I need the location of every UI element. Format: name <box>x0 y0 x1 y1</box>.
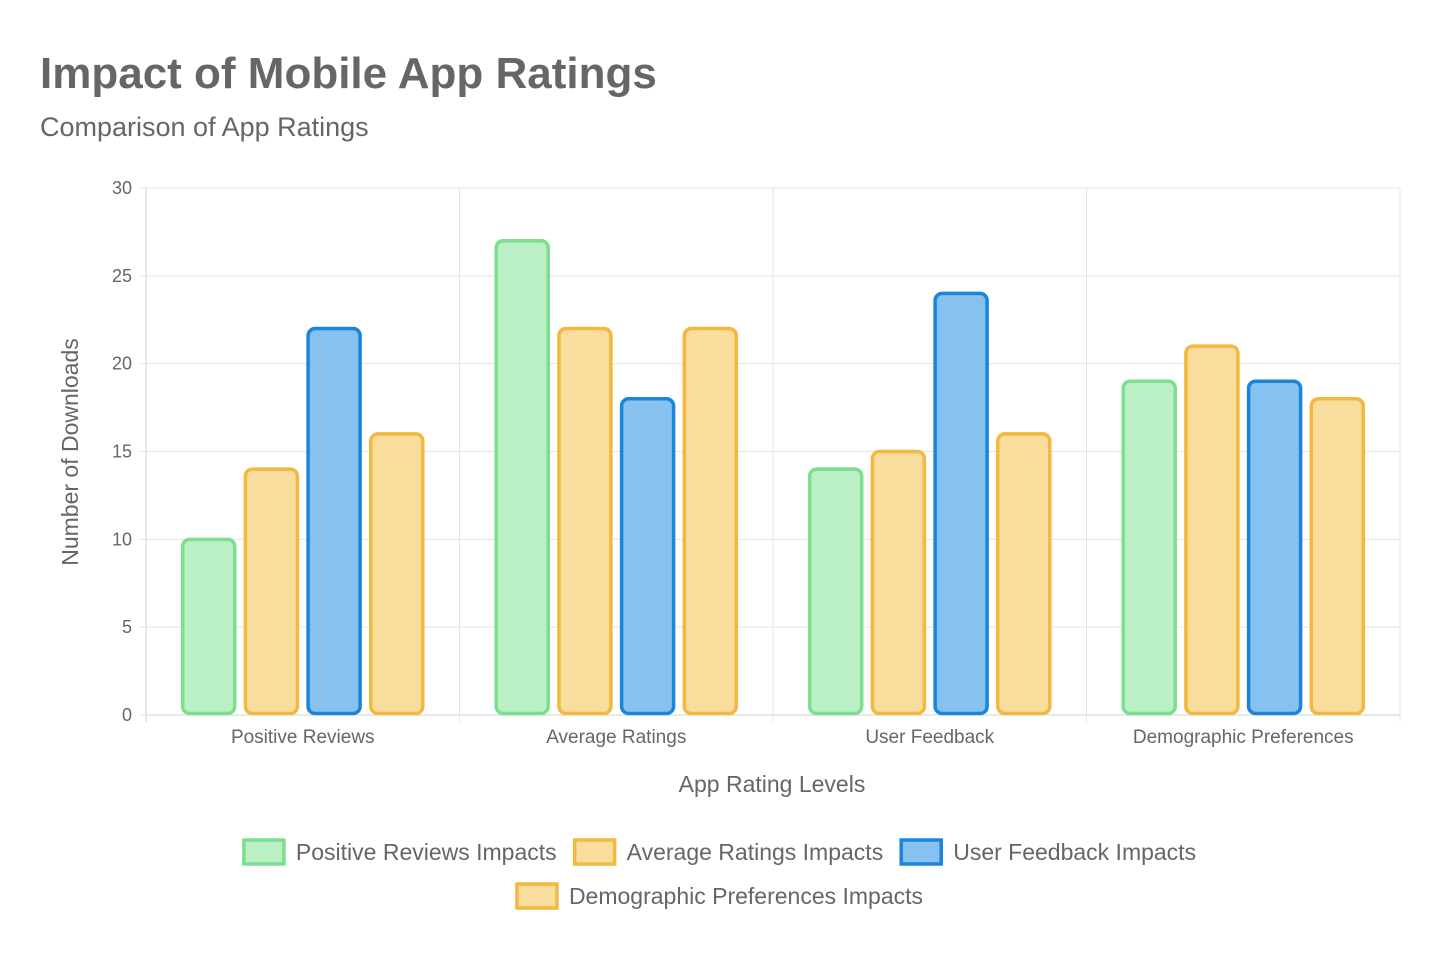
legend-item[interactable]: Positive Reviews Impacts <box>242 838 557 866</box>
legend-swatch <box>899 838 943 866</box>
y-tick-label: 15 <box>112 442 132 462</box>
x-tick-label: Demographic Preferences <box>1133 727 1354 748</box>
bar <box>619 397 676 716</box>
x-axis-title: App Rating Levels <box>679 771 866 797</box>
x-tick-label: User Feedback <box>865 727 994 748</box>
bars <box>180 238 1366 716</box>
y-tick-label: 10 <box>112 529 132 549</box>
bar <box>933 291 989 716</box>
legend-item[interactable]: Average Ratings Impacts <box>572 838 884 866</box>
axes <box>139 187 146 716</box>
legend-label: Demographic Preferences Impacts <box>569 883 923 909</box>
legend-swatch <box>572 838 617 866</box>
legend-swatch <box>515 882 559 910</box>
bar <box>306 326 362 716</box>
y-tick-label: 30 <box>112 178 132 198</box>
y-tick-label: 0 <box>122 705 132 725</box>
legend-label: User Feedback Impacts <box>953 839 1196 865</box>
bar <box>1246 379 1303 716</box>
bar <box>996 432 1052 716</box>
bar <box>682 326 739 716</box>
legend-item[interactable]: Demographic Preferences Impacts <box>515 882 923 910</box>
bar <box>243 467 300 716</box>
bar <box>1184 344 1240 716</box>
bar <box>1309 397 1366 716</box>
legend-item[interactable]: User Feedback Impacts <box>899 838 1196 866</box>
chart-subtitle: Comparison of App Ratings <box>40 112 369 142</box>
legend: Positive Reviews Impacts Average Ratings … <box>242 838 1196 910</box>
y-axis-title: Number of Downloads <box>57 338 83 566</box>
legend-label: Positive Reviews Impacts <box>296 839 557 865</box>
bar <box>180 537 237 716</box>
bar <box>494 238 550 716</box>
y-tick-label: 5 <box>122 617 132 637</box>
legend-swatch <box>242 838 286 866</box>
bar <box>870 449 927 716</box>
y-tick-label: 25 <box>112 266 132 286</box>
tick-labels: 0 5 10 15 20 25 30 Positive Reviews Average Rati… <box>112 178 1354 748</box>
bar <box>1121 379 1177 716</box>
y-tick-label: 20 <box>112 354 132 374</box>
bar <box>557 326 613 716</box>
bar <box>807 467 864 716</box>
chart-title: Impact of Mobile App Ratings <box>40 49 657 98</box>
legend-label: Average Ratings Impacts <box>627 839 884 865</box>
x-tick-label: Positive Reviews <box>231 727 375 748</box>
bar <box>369 432 425 716</box>
x-tick-label: Average Ratings <box>546 727 686 748</box>
